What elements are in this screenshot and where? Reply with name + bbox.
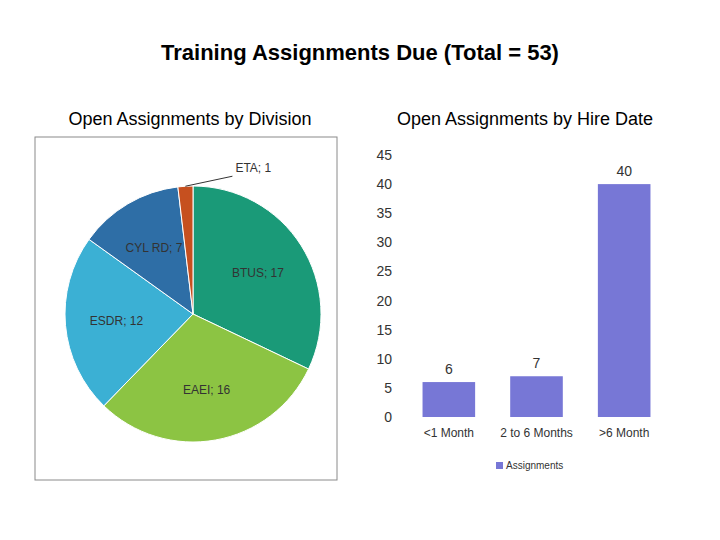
bar [510,376,563,417]
legend-label: Assignments [506,460,563,471]
chart-title: Open Assignments by Hire Date [397,109,653,129]
data-label: 6 [445,361,453,377]
y-tick-label: 0 [384,409,392,425]
bars [423,184,651,417]
pie-slice: CYL RD [89,187,193,314]
data-label: EAEI; 16 [183,383,231,397]
data-label: ETA; 1 [235,161,271,175]
y-tick-label: 5 [384,380,392,396]
y-tick-label: 20 [376,293,392,309]
bar-labels: 6 7 40 [445,163,632,377]
y-tick-label: 30 [376,234,392,250]
bar [423,382,476,417]
data-label: 7 [533,355,541,371]
x-tick-label: >6 Month [599,426,649,440]
legend-swatch [496,462,503,469]
pie-frame [35,137,337,480]
legend: Assignments [496,460,563,471]
y-tick-label: 15 [376,322,392,338]
y-axis: 0 5 10 15 20 25 30 35 40 45 [376,147,392,425]
leader-line [185,176,232,186]
data-label: ESDR; 12 [90,314,144,328]
page: Training Assignments Due (Total = 53) Ope… [0,0,720,540]
chart-title: Open Assignments by Division [68,109,311,129]
data-label: CYL RD; 7 [125,241,182,255]
y-tick-label: 10 [376,351,392,367]
data-label: 40 [616,163,632,179]
y-tick-label: 25 [376,263,392,279]
x-tick-label: 2 to 6 Months [500,426,573,440]
y-tick-label: 45 [376,147,392,163]
x-tick-label: <1 Month [424,426,474,440]
page-title: Training Assignments Due (Total = 53) [161,40,559,65]
bar [598,184,651,417]
data-label: BTUS; 17 [232,266,284,280]
y-tick-label: 40 [376,176,392,192]
pie-slices: BTUSEAEIESDRCYL RDETA [65,186,321,442]
y-tick-label: 35 [376,205,392,221]
pie-labels: BTUS; 17 EAEI; 16 ESDR; 12 CYL RD; 7 ETA; 1 [90,161,284,396]
